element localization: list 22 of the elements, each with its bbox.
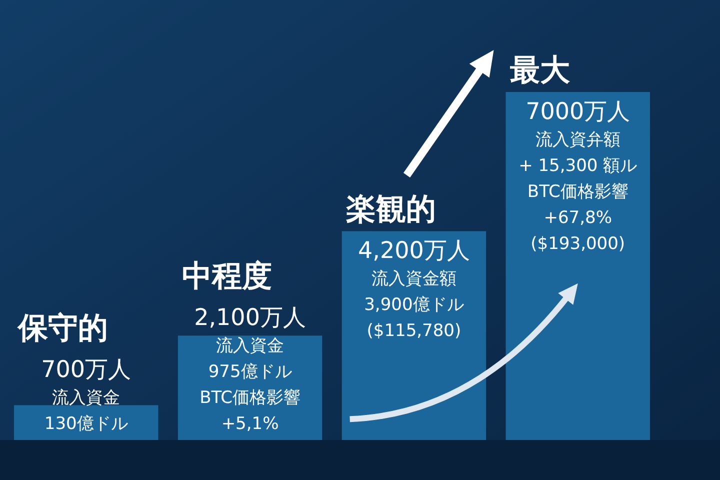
- annotation: BTC価格影響: [200, 388, 300, 408]
- annotation: 130億ドル: [44, 414, 128, 434]
- data-label: 700万人: [41, 357, 132, 383]
- annotation: BTC価格影響: [527, 182, 628, 202]
- annotation: + 15,300 額ル: [518, 156, 638, 176]
- annotation: ($193,000): [530, 234, 626, 254]
- x-tick-label: 保守的: [17, 311, 108, 346]
- data-label: 4,200万人: [358, 238, 470, 264]
- annotation: 流入資金: [52, 388, 120, 408]
- annotation: 975億ドル: [208, 362, 292, 382]
- annotation: +5,1%: [221, 414, 279, 434]
- annotation: 3,900億ドル: [364, 295, 464, 316]
- data-label: 7000万人: [526, 99, 630, 125]
- x-tick-label: 中程度: [182, 259, 272, 294]
- data-label: 2,100万人: [194, 305, 306, 331]
- annotation: ($115,780): [366, 321, 462, 342]
- annotation: +67,8%: [544, 208, 612, 228]
- x-tick-label: 楽観的: [344, 192, 436, 228]
- annotation: 流入資弁額: [535, 130, 620, 150]
- annotation: 流入資金: [216, 336, 284, 356]
- x-tick-label: 最大: [510, 53, 571, 88]
- annotation: 流入資金額: [371, 269, 456, 290]
